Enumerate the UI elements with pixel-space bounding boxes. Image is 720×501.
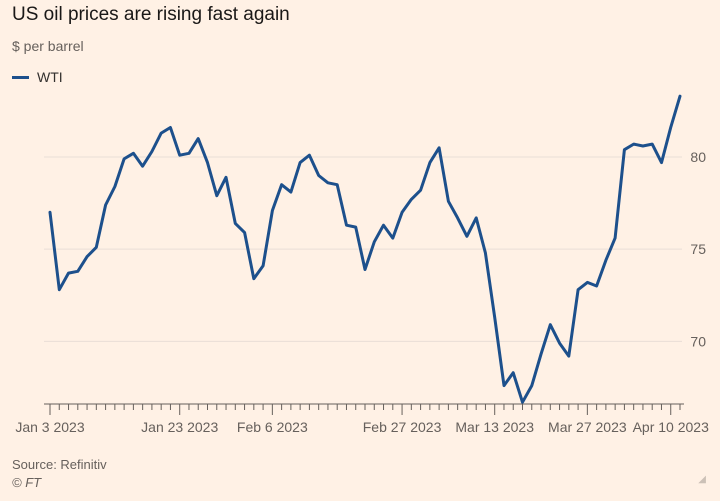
data-point-wti [113,185,116,188]
data-point-wti [262,264,265,267]
data-point-wti [419,189,422,192]
data-point-wti [95,246,98,249]
data-point-wti [493,316,496,319]
y-tick-label: 70 [690,333,706,349]
data-point-wti [669,126,672,129]
data-point-wti [679,95,682,98]
data-point-wti [641,144,644,147]
series-line-wti [48,94,682,404]
data-point-wti [577,288,580,291]
data-point-wti [586,281,589,284]
data-point-wti [623,148,626,151]
data-point-wti [308,154,311,157]
data-point-wti [438,146,441,149]
source-note: Source: Refinitiv [12,457,107,472]
data-point-wti [465,235,468,238]
data-point-wti [234,222,237,225]
data-point-wti [354,226,357,229]
data-point-wti [567,355,570,358]
data-point-wti [141,165,144,168]
data-point-wti [660,161,663,164]
data-point-wti [336,183,339,186]
data-point-wti [595,285,598,288]
data-point-wti [215,194,218,197]
data-point-wti [86,255,89,258]
resize-corner-icon: ◢ [698,474,706,485]
data-point-wti [549,323,552,326]
y-tick-label: 80 [690,149,706,165]
data-point-wti [530,384,533,387]
copyright-note: © FT [12,475,42,490]
data-point-wti [123,157,126,160]
data-point-wti [484,251,487,254]
data-point-wti [521,401,524,404]
data-point-wti [150,150,153,153]
data-point-wti [206,161,209,164]
data-point-wti [540,353,543,356]
data-point-wti [317,174,320,177]
data-point-wti [169,126,172,129]
data-point-wti [512,371,515,374]
data-point-wti [401,211,404,214]
data-point-wti [299,161,302,164]
data-point-wti [49,211,52,214]
data-point-wti [345,224,348,227]
x-tick-label: Mar 13 2023 [455,419,534,435]
data-point-wti [197,137,200,140]
data-point-wti [614,237,617,240]
data-point-wti [326,181,329,184]
data-point-wti [271,209,274,212]
data-point-wti [410,198,413,201]
x-tick-label: Mar 27 2023 [548,419,627,435]
data-point-wti [391,237,394,240]
data-point-wti [604,259,607,262]
data-point-wti [428,161,431,164]
data-point-wti [558,342,561,345]
chart-title: US oil prices are rising fast again [12,4,290,25]
data-point-wti [280,183,283,186]
data-point-wti [76,270,79,273]
data-point-wti [475,216,478,219]
data-point-wti [373,240,376,243]
x-tick-label: Apr 10 2023 [633,419,709,435]
data-point-wti [364,268,367,271]
data-point-wti [447,200,450,203]
data-point-wti [252,277,255,280]
x-tick-label: Jan 23 2023 [141,419,218,435]
data-point-wti [382,224,385,227]
data-point-wti [632,143,635,146]
legend-swatch-wti [12,75,29,79]
data-point-wti [160,132,163,135]
data-point-wti [243,231,246,234]
x-tick-label: Feb 6 2023 [237,419,308,435]
data-point-wti [178,154,181,157]
x-tick-label: Jan 3 2023 [15,419,84,435]
data-point-wti [289,191,292,194]
chart-subtitle: $ per barrel [12,38,84,54]
data-point-wti [187,152,190,155]
data-point-wti [104,203,107,206]
data-point-wti [132,152,135,155]
data-point-wti [502,384,505,387]
x-tick-label: Feb 27 2023 [363,419,442,435]
data-point-wti [225,176,228,179]
data-point-wti [456,216,459,219]
legend: WTI [12,69,63,85]
data-point-wti [67,272,70,275]
data-point-wti [58,288,61,291]
data-point-wti [651,143,654,146]
y-tick-label: 75 [690,241,706,257]
legend-label-wti: WTI [37,69,63,85]
